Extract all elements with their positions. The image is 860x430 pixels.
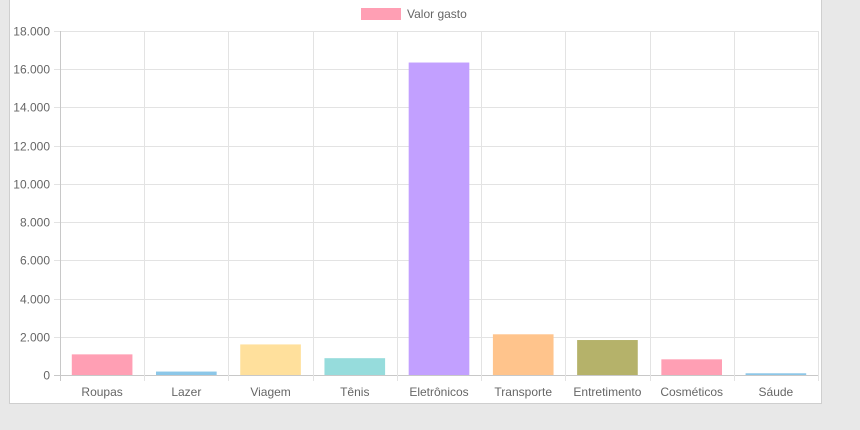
x-axis: Roupas Lazer Viagem Tênis Eletrônicos Transpo… — [81, 385, 793, 399]
y-tick-label: 6.000 — [20, 254, 50, 268]
y-tick-label: 2.000 — [20, 331, 50, 345]
x-tick-label: Roupas — [81, 385, 122, 399]
y-tick-label: 14.000 — [13, 101, 50, 115]
x-tick-label: Eletrônicos — [409, 385, 468, 399]
legend-swatch — [361, 8, 401, 20]
x-tick-label: Entretimento — [573, 385, 641, 399]
y-tick-label: 12.000 — [13, 140, 50, 154]
x-tick-label: Sáude — [759, 385, 794, 399]
bar-lazer[interactable] — [156, 371, 217, 375]
x-tick-label: Transporte — [494, 385, 552, 399]
y-tick-label: 4.000 — [20, 293, 50, 307]
bars — [71, 62, 807, 376]
y-axis: 0 2.000 4.000 6.000 8.000 10.000 12.000 14.000 1… — [13, 25, 50, 383]
x-tick-label: Cosméticos — [660, 385, 723, 399]
legend-label: Valor gasto — [407, 7, 467, 21]
bar-transporte[interactable] — [492, 334, 554, 375]
bar-cosméticos[interactable] — [661, 359, 722, 375]
y-tick-label: 18.000 — [13, 25, 50, 39]
y-tick-label: 0 — [43, 369, 50, 383]
x-tick-label: Lazer — [171, 385, 201, 399]
legend[interactable]: Valor gasto — [361, 7, 467, 21]
bar-eletrônicos[interactable] — [408, 62, 470, 376]
bar-viagem[interactable] — [240, 344, 301, 375]
bar-tênis[interactable] — [324, 358, 386, 375]
bar-sáude[interactable] — [745, 373, 807, 375]
bar-entretimento[interactable] — [577, 340, 638, 375]
y-tick-label: 8.000 — [20, 216, 50, 230]
y-tick-label: 16.000 — [13, 63, 50, 77]
bar-roupas[interactable] — [71, 354, 133, 375]
x-tick-label: Tênis — [340, 385, 369, 399]
x-tick-label: Viagem — [250, 385, 290, 399]
y-tick-label: 10.000 — [13, 178, 50, 192]
